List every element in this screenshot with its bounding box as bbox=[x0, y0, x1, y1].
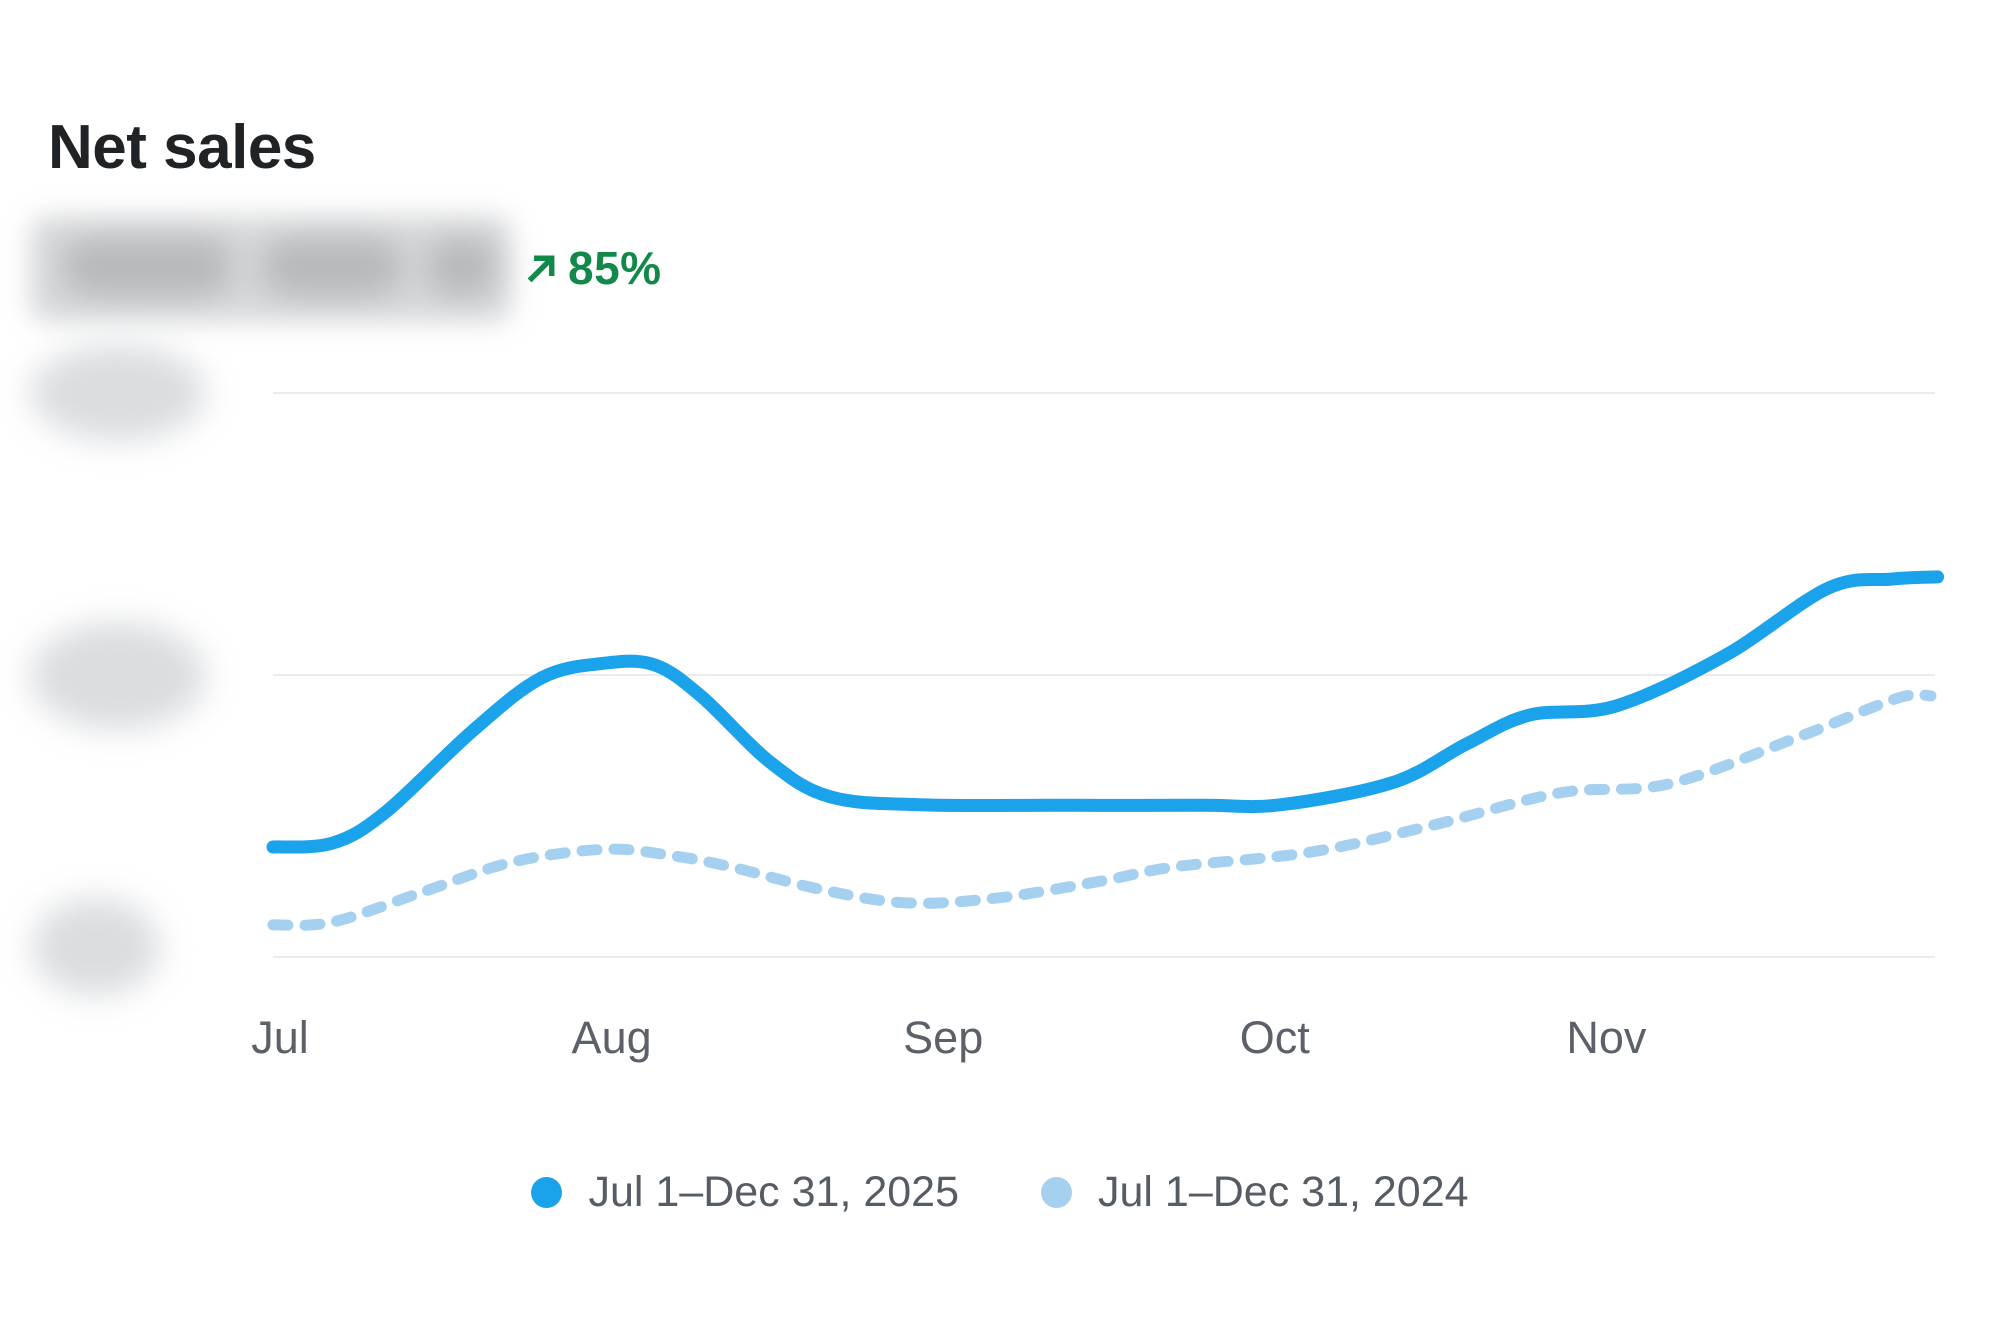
redacted-blob bbox=[262, 238, 402, 296]
x-axis-label-aug: Aug bbox=[571, 1012, 652, 1063]
legend-dot bbox=[1041, 1177, 1072, 1208]
legend-dot bbox=[531, 1177, 563, 1208]
trend-up-arrow-icon bbox=[527, 255, 555, 283]
x-axis-label-oct: Oct bbox=[1239, 1012, 1310, 1063]
line-current-period[interactable] bbox=[266, 570, 1945, 854]
legend-item-current-period[interactable]: Jul 1–Dec 31, 2025 bbox=[531, 1168, 959, 1217]
redacted-y-tick-middle bbox=[30, 622, 206, 730]
legend-item-previous-period[interactable]: Jul 1–Dec 31, 2024 bbox=[1041, 1168, 1469, 1217]
redacted-blob bbox=[426, 238, 498, 296]
redacted-blob bbox=[62, 238, 232, 296]
legend-label: Jul 1–Dec 31, 2025 bbox=[588, 1168, 959, 1216]
legend-label: Jul 1–Dec 31, 2024 bbox=[1098, 1168, 1469, 1216]
net-sales-change-badge: 85% bbox=[524, 238, 662, 298]
redacted-y-tick-top bbox=[30, 345, 206, 441]
redacted-y-tick-bottom bbox=[32, 898, 160, 996]
redacted-net-sales-value bbox=[30, 216, 512, 322]
line-previous-period[interactable] bbox=[267, 688, 1937, 931]
x-axis-labels: Jul Aug Sep Oct Nov bbox=[0, 1012, 2000, 1072]
x-axis-label-jul: Jul bbox=[251, 1012, 309, 1063]
chart-legend: Jul 1–Dec 31, 2025 Jul 1–Dec 31, 2024 bbox=[0, 1168, 2000, 1217]
net-sales-change-percent: 85% bbox=[568, 242, 662, 294]
card-title: Net sales bbox=[48, 113, 316, 182]
x-axis-label-sep: Sep bbox=[903, 1012, 984, 1063]
x-axis-label-nov: Nov bbox=[1566, 1012, 1647, 1063]
